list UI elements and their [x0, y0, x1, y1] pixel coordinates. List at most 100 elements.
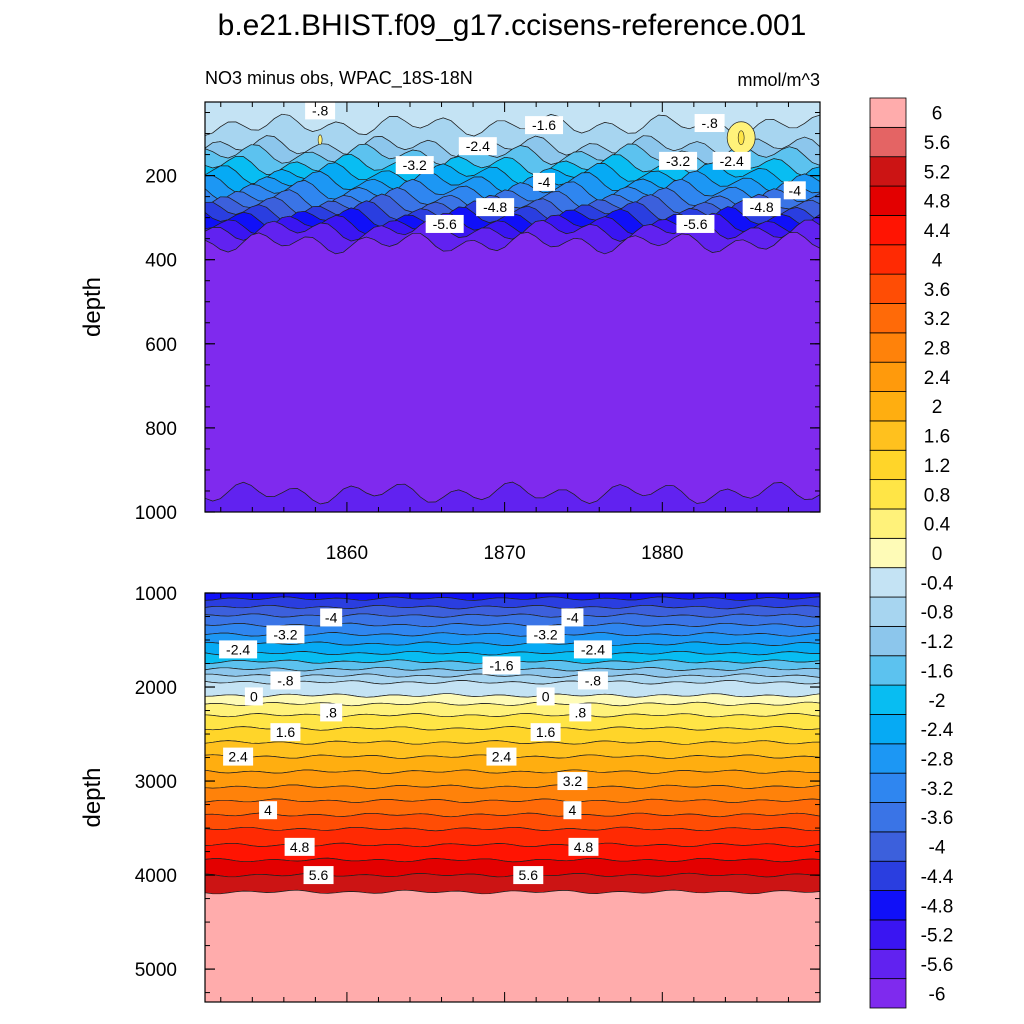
contour-label-box	[303, 866, 334, 885]
units-label: mmol/m^3	[738, 70, 820, 90]
y-tick-label: 3000	[135, 772, 177, 793]
colorbar-tick-label: -1.6	[921, 661, 954, 682]
contour-label-box	[458, 137, 497, 156]
contour-label: -4	[538, 174, 551, 190]
upper-contour-band	[205, 481, 820, 512]
colorbar-swatch	[869, 802, 907, 833]
colorbar-tick-label: 5.6	[924, 133, 950, 154]
contour-label: .8	[574, 704, 586, 720]
contour-label: 5.6	[309, 867, 329, 883]
colorbar-swatch	[869, 948, 907, 980]
contour-label-box	[425, 214, 464, 233]
colorbar-swatch	[869, 537, 907, 569]
contour-label-box	[270, 723, 301, 742]
contour-label-box	[561, 608, 584, 627]
lower-contour-band	[205, 784, 820, 804]
colorbar-swatch	[869, 332, 907, 363]
contour-label-box	[568, 837, 599, 856]
colorbar-tick-label: 5.2	[924, 162, 950, 183]
colorbar-tick-label: 1.2	[924, 456, 950, 477]
upper-panel: -.8 -.8 -.8 -1.6 -2.4 -3.2 -3.2 -2.4 -4 -4 -4.8 -4.…	[79, 78, 821, 564]
contour-label-box	[529, 78, 559, 96]
contour-label: -2.4	[581, 641, 605, 657]
colorbar-swatch	[869, 596, 907, 627]
contour-label: 0	[542, 688, 550, 704]
colorbar-swatch	[869, 772, 907, 803]
y-tick-label: 800	[145, 419, 177, 440]
colorbar-tick-label: -0.8	[921, 603, 954, 624]
contour-label-box	[530, 723, 561, 742]
colorbar-swatch	[869, 890, 907, 921]
contour-label: -2.4	[720, 153, 744, 169]
colorbar-swatch	[869, 97, 907, 128]
contour-label-box	[525, 116, 564, 135]
colorbar-swatch	[869, 625, 907, 657]
contour-label: .8	[325, 704, 337, 720]
contour-label-box	[266, 625, 305, 644]
colorbar-swatch	[869, 303, 907, 334]
colorbar-tick-label: 3.6	[924, 280, 950, 301]
colorbar-tick-label: -5.2	[921, 926, 954, 947]
upper-plot-frame	[204, 101, 821, 513]
colorbar-tick-label: 6	[932, 104, 943, 125]
contour-label: 2.4	[228, 749, 248, 765]
colorbar-tick-label: 4.8	[924, 192, 950, 213]
positive-anomaly-core	[737, 130, 745, 146]
contour-label-box	[219, 640, 258, 659]
contour-label: -5.6	[433, 216, 457, 232]
contour-label: 1.6	[276, 724, 296, 740]
contour-label-box	[395, 156, 434, 175]
x-tick-label: 1880	[641, 543, 683, 564]
contour-label: -.8	[701, 115, 718, 131]
colorbar-tick-label: -6	[929, 984, 946, 1005]
y-tick-label: 2000	[135, 678, 177, 699]
colorbar-swatch	[869, 420, 907, 451]
contour-label: -3.2	[666, 153, 690, 169]
y-tick-label: 5000	[135, 960, 177, 981]
colorbar-swatch	[869, 185, 907, 216]
colorbar-tick-label: -3.2	[921, 779, 954, 800]
contour-label: -5.6	[683, 216, 707, 232]
colorbar-tick-label: -5.6	[921, 955, 954, 976]
contour-label-box	[536, 687, 555, 706]
panel-subtitle: NO3 minus obs, WPAC_18S-18N	[205, 68, 473, 89]
contour-label: 5.6	[519, 867, 539, 883]
y-tick-label: 1000	[135, 503, 177, 524]
colorbar-tick-label: 4	[932, 250, 943, 271]
lower-contour-band	[205, 889, 820, 1002]
contour-label: -4	[566, 609, 579, 625]
y-tick-label: 4000	[135, 866, 177, 887]
colorbar-swatch	[869, 743, 907, 774]
colorbar-tick-label: 0.8	[924, 485, 950, 506]
colorbar-swatch	[869, 860, 907, 891]
colorbar-tick-label: 2	[932, 397, 943, 418]
colorbar-swatch	[869, 156, 907, 187]
colorbar-tick-label: -4.8	[921, 896, 954, 917]
contour-label: -3.2	[534, 626, 558, 642]
contour-label-box	[783, 181, 806, 200]
y-tick-label: 1000	[135, 584, 177, 605]
contour-label-box	[259, 801, 278, 820]
contour-label-box	[305, 102, 336, 120]
contour-label: -.8	[585, 672, 602, 688]
colorbar-tick-label: -2.8	[921, 749, 954, 770]
figure-title: b.e21.BHIST.f09_g17.ccisens-reference.00…	[218, 9, 807, 42]
contour-label-box	[712, 151, 751, 170]
colorbar-tick-label: 4.4	[924, 221, 951, 242]
contour-label: -.8	[277, 672, 294, 688]
contour-label-box	[526, 625, 565, 644]
y-axis-label: depth	[79, 277, 106, 337]
contour-label-box	[284, 837, 315, 856]
colorbar-swatch	[869, 978, 907, 1009]
contour-label: -.8	[312, 102, 329, 118]
contour-label: -2.4	[466, 138, 490, 154]
contour-label-box	[320, 608, 343, 627]
contour-label: -4.8	[483, 199, 507, 215]
colorbar: -6 -5.6 -5.2 -4.8 -4.4 -4 -3.6 -3.2 -2.8 -2.4 -2 -1…	[869, 97, 954, 1009]
colorbar-swatch	[869, 714, 907, 745]
lower-plot-frame	[204, 592, 821, 1003]
colorbar-swatch	[869, 831, 907, 862]
contour-label: 4.8	[290, 839, 310, 855]
x-tick-label: 1870	[483, 543, 525, 564]
y-tick-label: 600	[145, 335, 177, 356]
